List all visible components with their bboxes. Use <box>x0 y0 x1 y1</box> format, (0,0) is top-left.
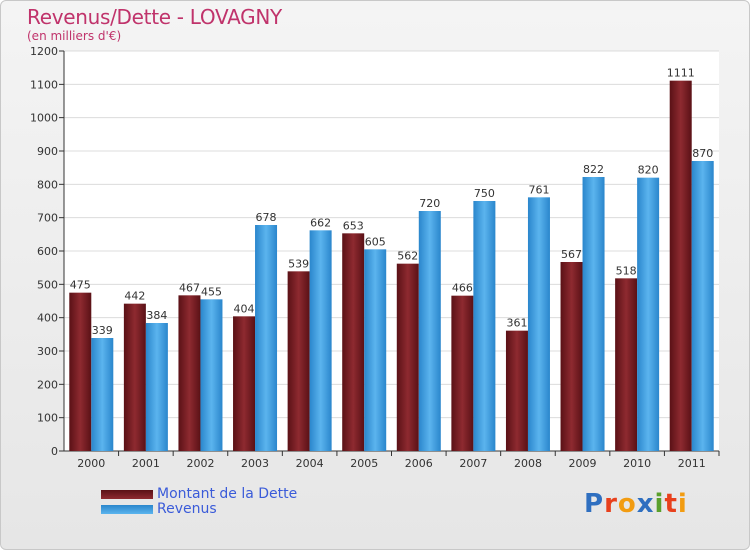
x-tick-label: 2004 <box>296 457 324 470</box>
legend-label-revenue: Revenus <box>157 501 217 517</box>
x-tick-label: 2009 <box>569 457 597 470</box>
revenue-bar <box>309 230 332 451</box>
debt-value-label: 467 <box>179 281 200 294</box>
revenue-bar <box>527 197 550 451</box>
x-tick-label: 2002 <box>186 457 214 470</box>
y-tick-label: 1000 <box>30 112 58 125</box>
revenue-bar <box>145 323 168 451</box>
y-tick-label: 600 <box>37 245 58 258</box>
logo-letter: i <box>677 489 688 519</box>
debt-value-label: 466 <box>452 282 473 295</box>
legend-label-debt: Montant de la Dette <box>157 486 298 502</box>
revenue-bar <box>582 177 605 451</box>
debt-bar <box>178 295 201 451</box>
chart-legend: Montant de la Dette Revenus <box>101 487 297 517</box>
debt-bar <box>669 80 692 452</box>
revenue-bar <box>418 211 441 451</box>
x-tick-label: 2007 <box>459 457 487 470</box>
y-tick-label: 1200 <box>30 45 58 58</box>
debt-value-label: 442 <box>124 290 145 303</box>
logo-letter: x <box>636 489 655 519</box>
chart-subtitle: (en milliers d'€) <box>27 29 122 43</box>
logo-letter: o <box>617 489 637 519</box>
revenue-value-label: 750 <box>474 187 495 200</box>
proxiti-logo: Proxiti <box>584 489 688 519</box>
debt-value-label: 653 <box>343 219 364 232</box>
revenue-bar <box>200 299 223 451</box>
debt-value-label: 475 <box>70 279 91 292</box>
revenue-value-label: 820 <box>638 164 659 177</box>
legend-item-debt: Montant de la Dette <box>101 487 297 502</box>
y-tick-label: 1100 <box>30 78 58 91</box>
y-tick-label: 400 <box>37 312 58 325</box>
x-tick-label: 2006 <box>405 457 433 470</box>
y-tick-label: 900 <box>37 145 58 158</box>
revenue-value-label: 662 <box>310 216 331 229</box>
legend-swatch-debt <box>101 490 153 499</box>
revenue-bar <box>255 225 278 451</box>
revenue-value-label: 822 <box>583 163 604 176</box>
debt-value-label: 562 <box>397 250 418 263</box>
x-tick-label: 2001 <box>132 457 160 470</box>
logo-letter: i <box>654 489 665 519</box>
y-tick-label: 100 <box>37 412 58 425</box>
debt-bar <box>396 263 419 451</box>
debt-bar <box>123 303 146 451</box>
debt-value-label: 539 <box>288 257 309 270</box>
y-tick-label: 0 <box>51 445 58 458</box>
x-tick-label: 2008 <box>514 457 542 470</box>
revenue-bar <box>637 177 660 451</box>
x-tick-label: 2000 <box>77 457 105 470</box>
y-tick-label: 700 <box>37 212 58 225</box>
debt-bar <box>342 233 365 451</box>
debt-value-label: 567 <box>561 248 582 261</box>
x-tick-label: 2011 <box>678 457 706 470</box>
x-tick-label: 2005 <box>350 457 378 470</box>
legend-swatch-revenue <box>101 505 153 514</box>
revenue-value-label: 605 <box>365 235 386 248</box>
revenue-value-label: 339 <box>92 324 113 337</box>
y-tick-label: 300 <box>37 345 58 358</box>
revenue-bar <box>364 249 387 451</box>
y-tick-label: 200 <box>37 378 58 391</box>
logo-letter: P <box>584 489 605 519</box>
revenue-value-label: 720 <box>419 197 440 210</box>
revenue-bar <box>473 201 496 451</box>
x-tick-label: 2003 <box>241 457 269 470</box>
debt-value-label: 1111 <box>667 67 695 80</box>
revenue-value-label: 761 <box>528 183 549 196</box>
legend-item-revenue: Revenus <box>101 502 297 517</box>
y-tick-label: 500 <box>37 278 58 291</box>
debt-bar <box>233 316 256 451</box>
debt-value-label: 361 <box>506 317 527 330</box>
debt-value-label: 518 <box>616 264 637 277</box>
chart-title: Revenus/Dette - LOVAGNY <box>27 5 282 29</box>
debt-bar <box>505 330 528 451</box>
debt-bar <box>615 278 638 451</box>
revenue-value-label: 455 <box>201 285 222 298</box>
revenue-value-label: 870 <box>692 147 713 160</box>
debt-value-label: 404 <box>234 302 255 315</box>
y-tick-label: 800 <box>37 178 58 191</box>
revenue-bar <box>691 161 714 451</box>
revenue-value-label: 678 <box>256 211 277 224</box>
debt-bar <box>287 271 310 451</box>
revenue-bar <box>91 338 114 451</box>
debt-bar <box>560 262 583 451</box>
debt-bar <box>451 295 474 451</box>
logo-letter: r <box>604 489 618 519</box>
revenue-value-label: 384 <box>146 309 167 322</box>
logo-letter: t <box>664 489 678 519</box>
x-tick-label: 2010 <box>623 457 651 470</box>
debt-bar <box>69 292 92 451</box>
